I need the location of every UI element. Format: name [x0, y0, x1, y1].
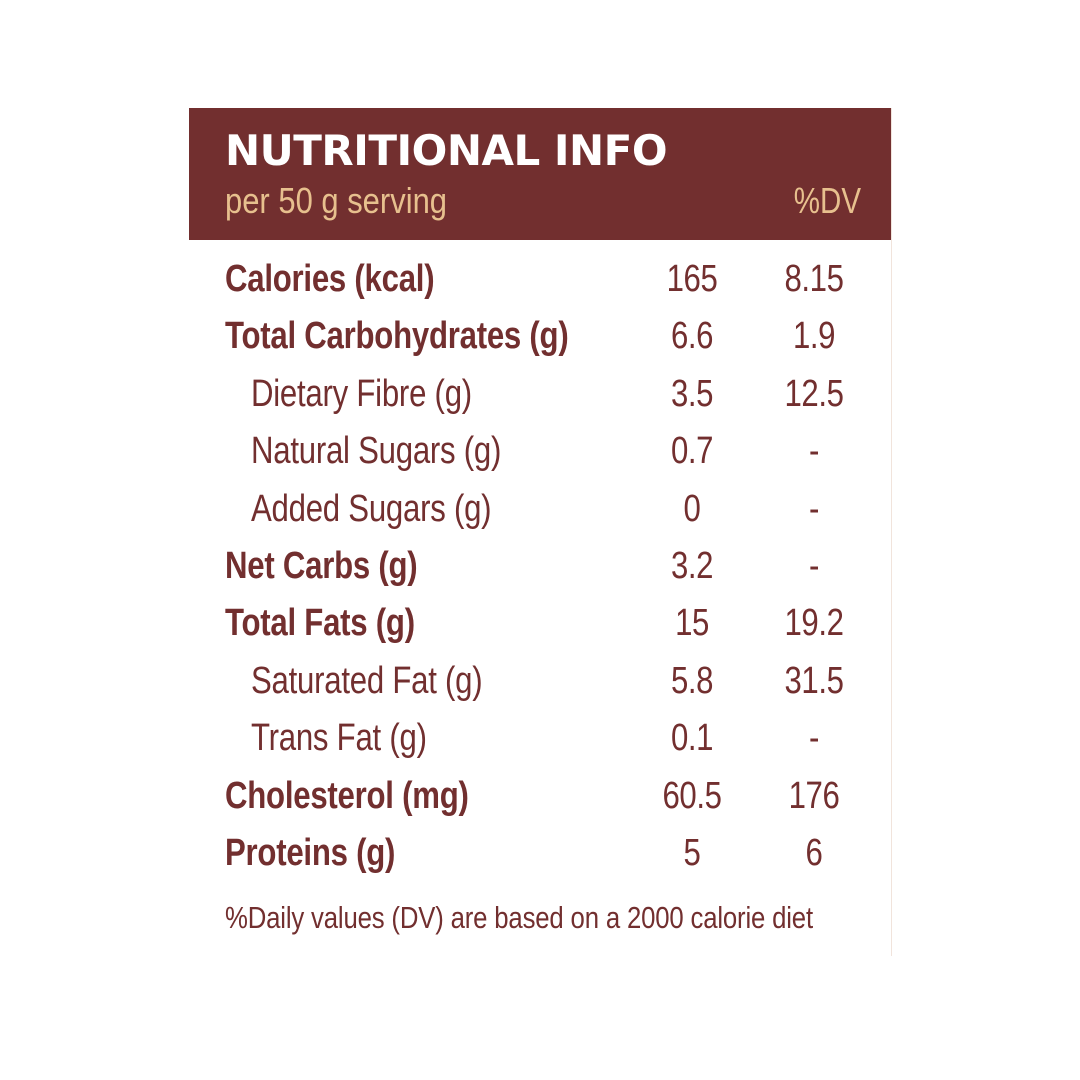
nutrient-amount: 0.7: [670, 430, 714, 473]
nutrient-row: Total Fats (g) 15 19.2: [189, 596, 891, 653]
nutrient-row: Dietary Fibre (g) 3.5 12.5: [189, 367, 891, 424]
nutrient-amount: 5.8: [670, 659, 714, 702]
nutrient-row: Trans Fat (g) 0.1 -: [189, 711, 891, 768]
nutrient-label: Total Carbohydrates (g): [225, 315, 569, 358]
nutrient-label: Net Carbs (g): [225, 544, 418, 587]
nutrient-amount: 6.6: [670, 315, 714, 358]
nutrition-panel: NUTRITIONAL INFO per 50 g serving %DV Ca…: [189, 108, 892, 956]
nutrient-label: Natural Sugars (g): [251, 430, 502, 473]
nutrition-table: Calories (kcal) 165 8.15 Total Carbohydrate…: [189, 252, 891, 883]
nutrient-label: Added Sugars (g): [251, 487, 492, 530]
nutrient-dv: 12.5: [784, 372, 844, 415]
nutrient-amount: 0: [683, 487, 701, 530]
dv-footnote: %Daily values (DV) are based on a 2000 c…: [225, 900, 813, 935]
nutrient-dv: 6: [805, 831, 823, 874]
nutrient-dv: -: [809, 544, 819, 587]
nutrient-row: Cholesterol (mg) 60.5 176: [189, 769, 891, 826]
dv-column-header: %DV: [793, 180, 861, 221]
nutrient-dv: 1.9: [792, 315, 836, 358]
nutrient-dv: 176: [788, 774, 840, 817]
nutrient-dv: 31.5: [784, 659, 844, 702]
nutrient-label: Dietary Fibre (g): [251, 372, 472, 415]
nutrient-dv: -: [809, 717, 819, 760]
nutrient-row: Saturated Fat (g) 5.8 31.5: [189, 654, 891, 711]
nutrient-label: Calories (kcal): [225, 258, 435, 300]
nutrient-amount: 60.5: [662, 774, 722, 817]
nutrient-amount: 0.1: [670, 717, 714, 760]
nutrition-title: NUTRITIONAL INFO: [225, 126, 668, 175]
nutrient-label: Trans Fat (g): [251, 717, 427, 760]
nutrient-label: Cholesterol (mg): [225, 774, 469, 817]
serving-size: per 50 g serving: [225, 180, 448, 221]
nutrient-amount: 165: [666, 258, 718, 300]
nutrient-amount: 3.2: [670, 544, 714, 587]
nutrient-dv: 8.15: [784, 258, 844, 300]
nutrient-row: Proteins (g) 5 6: [189, 826, 891, 883]
nutrition-header: NUTRITIONAL INFO per 50 g serving %DV: [189, 108, 891, 240]
nutrient-label: Proteins (g): [225, 831, 396, 874]
nutrient-amount: 5: [683, 831, 701, 874]
nutrient-amount: 15: [675, 602, 709, 645]
nutrient-row: Net Carbs (g) 3.2 -: [189, 539, 891, 596]
nutrient-row: Calories (kcal) 165 8.15: [189, 252, 891, 309]
nutrient-label: Saturated Fat (g): [251, 659, 483, 702]
nutrient-dv: -: [809, 487, 819, 530]
nutrient-row: Total Carbohydrates (g) 6.6 1.9: [189, 309, 891, 366]
nutrient-dv: -: [809, 430, 819, 473]
nutrient-amount: 3.5: [670, 372, 714, 415]
nutrient-dv: 19.2: [784, 602, 844, 645]
nutrient-label: Total Fats (g): [225, 602, 415, 645]
nutrient-row: Natural Sugars (g) 0.7 -: [189, 424, 891, 481]
nutrient-row: Added Sugars (g) 0 -: [189, 482, 891, 539]
